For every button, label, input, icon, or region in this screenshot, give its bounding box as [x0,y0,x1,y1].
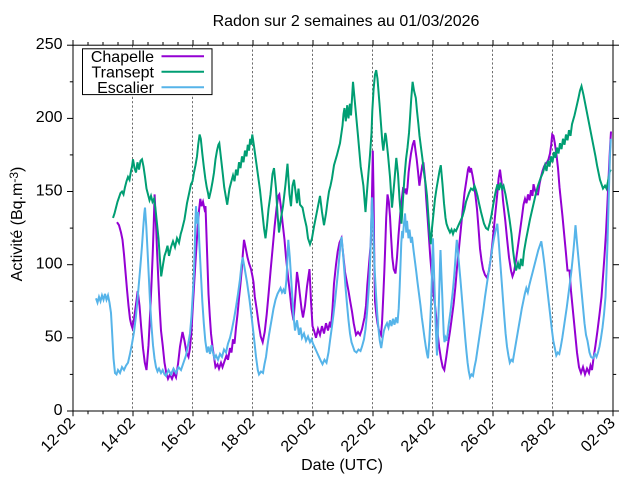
svg-text:Transept: Transept [91,64,154,81]
svg-text:Activité (Bq.m-3): Activité (Bq.m-3) [7,167,26,282]
svg-text:150: 150 [36,182,63,199]
svg-text:Escalier: Escalier [97,80,155,97]
svg-text:50: 50 [45,329,63,346]
svg-text:Radon sur 2 semaines au 01/03/: Radon sur 2 semaines au 01/03/2026 [213,13,480,30]
svg-text:250: 250 [36,36,63,53]
svg-text:Chapelle: Chapelle [91,49,154,66]
svg-text:100: 100 [36,256,63,273]
svg-text:0: 0 [54,402,63,419]
svg-text:200: 200 [36,109,63,126]
svg-text:Date (UTC): Date (UTC) [301,457,383,474]
